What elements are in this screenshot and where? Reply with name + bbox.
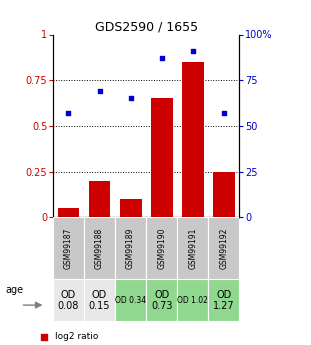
Text: GSM99189: GSM99189 xyxy=(126,228,135,269)
Text: OD
1.27: OD 1.27 xyxy=(213,290,235,310)
Text: log2 ratio: log2 ratio xyxy=(55,332,99,341)
Point xyxy=(208,242,213,248)
Bar xyxy=(146,279,177,321)
Bar xyxy=(115,279,146,321)
Bar xyxy=(208,217,239,279)
Bar xyxy=(58,208,79,217)
Text: GSM99192: GSM99192 xyxy=(220,228,228,269)
Text: age: age xyxy=(6,285,24,295)
Text: GSM99191: GSM99191 xyxy=(188,228,197,269)
Bar xyxy=(53,279,84,321)
Bar xyxy=(115,217,146,279)
Bar xyxy=(84,217,115,279)
Title: GDS2590 / 1655: GDS2590 / 1655 xyxy=(95,20,198,33)
Bar xyxy=(177,217,208,279)
Text: GSM99187: GSM99187 xyxy=(64,228,73,269)
Text: OD 0.34: OD 0.34 xyxy=(115,296,146,305)
Point xyxy=(159,56,164,61)
Point xyxy=(190,48,195,54)
Bar xyxy=(53,217,84,279)
Bar xyxy=(213,171,235,217)
Point xyxy=(208,50,213,56)
Bar xyxy=(120,199,142,217)
Text: GSM99188: GSM99188 xyxy=(95,228,104,269)
Text: OD 1.02: OD 1.02 xyxy=(177,296,208,305)
Text: OD
0.15: OD 0.15 xyxy=(89,290,110,310)
Bar xyxy=(151,99,173,217)
Bar xyxy=(208,279,239,321)
Point xyxy=(66,110,71,116)
Point xyxy=(97,88,102,94)
Bar xyxy=(146,217,177,279)
Text: OD
0.08: OD 0.08 xyxy=(58,290,79,310)
Bar xyxy=(182,62,204,217)
Bar xyxy=(89,181,110,217)
Text: OD
0.73: OD 0.73 xyxy=(151,290,173,310)
Point xyxy=(128,96,133,101)
Bar xyxy=(177,279,208,321)
Bar xyxy=(84,279,115,321)
Text: GSM99190: GSM99190 xyxy=(157,228,166,269)
Point xyxy=(221,110,226,116)
